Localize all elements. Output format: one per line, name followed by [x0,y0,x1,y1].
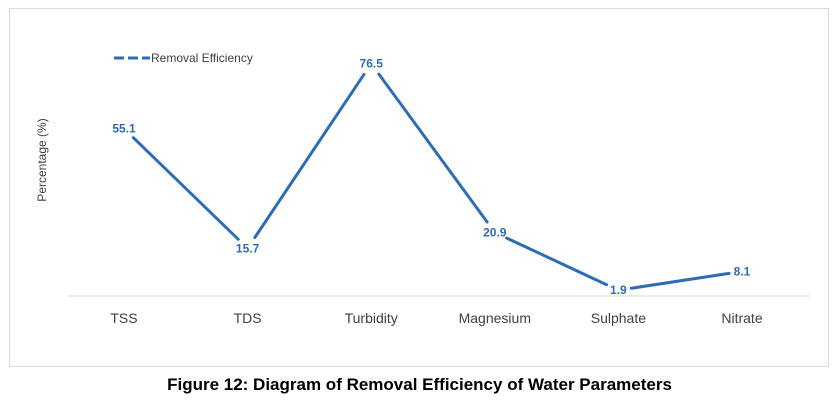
data-label: 55.1 [112,122,136,136]
x-tick-label: Nitrate [721,310,762,326]
x-tick-labels: TSS TDS Turbidity Magnesium Sulphate Nitrate [110,310,762,326]
chart-area [9,8,829,367]
x-tick-label: Magnesium [459,310,531,326]
data-label: 1.9 [610,283,627,297]
series-layer: 55.1 15.7 76.5 20.9 1.9 8.1 [112,57,750,298]
data-label: 20.9 [483,226,507,240]
x-tick-label: Turbidity [345,310,398,326]
series-line-segment [377,72,489,224]
data-label: 76.5 [360,57,384,71]
series-line-segment [505,236,609,287]
series-line-segment [253,72,366,240]
figure-caption: Figure 12: Diagram of Removal Efficiency… [167,375,672,394]
y-axis-title: Percentage (%) [35,118,49,201]
data-label: 8.1 [734,264,751,278]
legend-label-removal-efficiency: Removal Efficiency [151,51,253,65]
series-line-segment [131,136,240,241]
series-line-segment [629,271,731,290]
x-tick-label: Sulphate [591,310,646,326]
x-tick-label: TDS [234,310,262,326]
chart-legend: Removal Efficiency [114,51,253,65]
x-tick-label: TSS [110,310,137,326]
data-label: 15.7 [236,241,260,255]
